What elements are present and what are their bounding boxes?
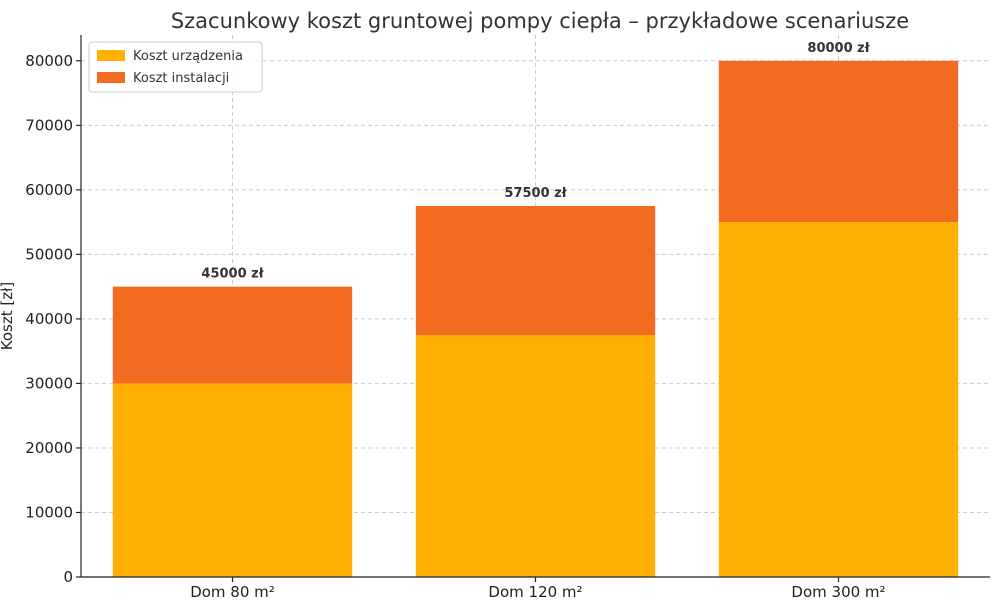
- bar-urzadzenie: [718, 222, 959, 577]
- bar-urzadzenie: [415, 335, 656, 577]
- bar-instalacja: [112, 286, 353, 384]
- legend-swatch: [97, 50, 125, 61]
- y-tick-label: 40000: [25, 310, 73, 328]
- bar-total-label: 80000 zł: [807, 41, 870, 56]
- y-tick-label: 50000: [25, 245, 73, 263]
- y-tick-label: 20000: [25, 439, 73, 457]
- bar-total-label: 45000 zł: [201, 267, 264, 282]
- legend: Koszt urządzenia Koszt instalacji: [88, 41, 263, 93]
- legend-label: Koszt instalacji: [133, 71, 229, 86]
- x-tick-label: Dom 120 m²: [488, 583, 582, 601]
- legend-box: [88, 41, 263, 93]
- bar-urzadzenie: [112, 383, 353, 577]
- legend-label: Koszt urządzenia: [133, 49, 243, 64]
- y-tick-label: 30000: [25, 374, 73, 392]
- axis-layer: 0 10000 20000 30000 40000 50000 60000 70000 8000…: [25, 35, 990, 601]
- x-tick-label: Dom 300 m²: [791, 583, 885, 601]
- y-tick-label: 10000: [25, 503, 73, 521]
- y-axis-label: Koszt [zł]: [0, 282, 16, 350]
- chart-title: Szacunkowy koszt gruntowej pompy ciepła …: [171, 9, 909, 33]
- x-tick-label: Dom 80 m²: [190, 583, 275, 601]
- legend-swatch: [97, 72, 125, 83]
- bars-layer: [112, 60, 959, 577]
- y-tick-label: 60000: [25, 181, 73, 199]
- bar-instalacja: [718, 60, 959, 223]
- y-tick-label: 80000: [25, 52, 73, 70]
- bar-instalacja: [415, 205, 656, 336]
- bar-total-label: 57500 zł: [504, 186, 567, 201]
- y-tick-label: 0: [63, 568, 73, 586]
- labels-layer: 45000 zł 57500 zł 80000 zł: [201, 41, 870, 282]
- y-tick-label: 70000: [25, 116, 73, 134]
